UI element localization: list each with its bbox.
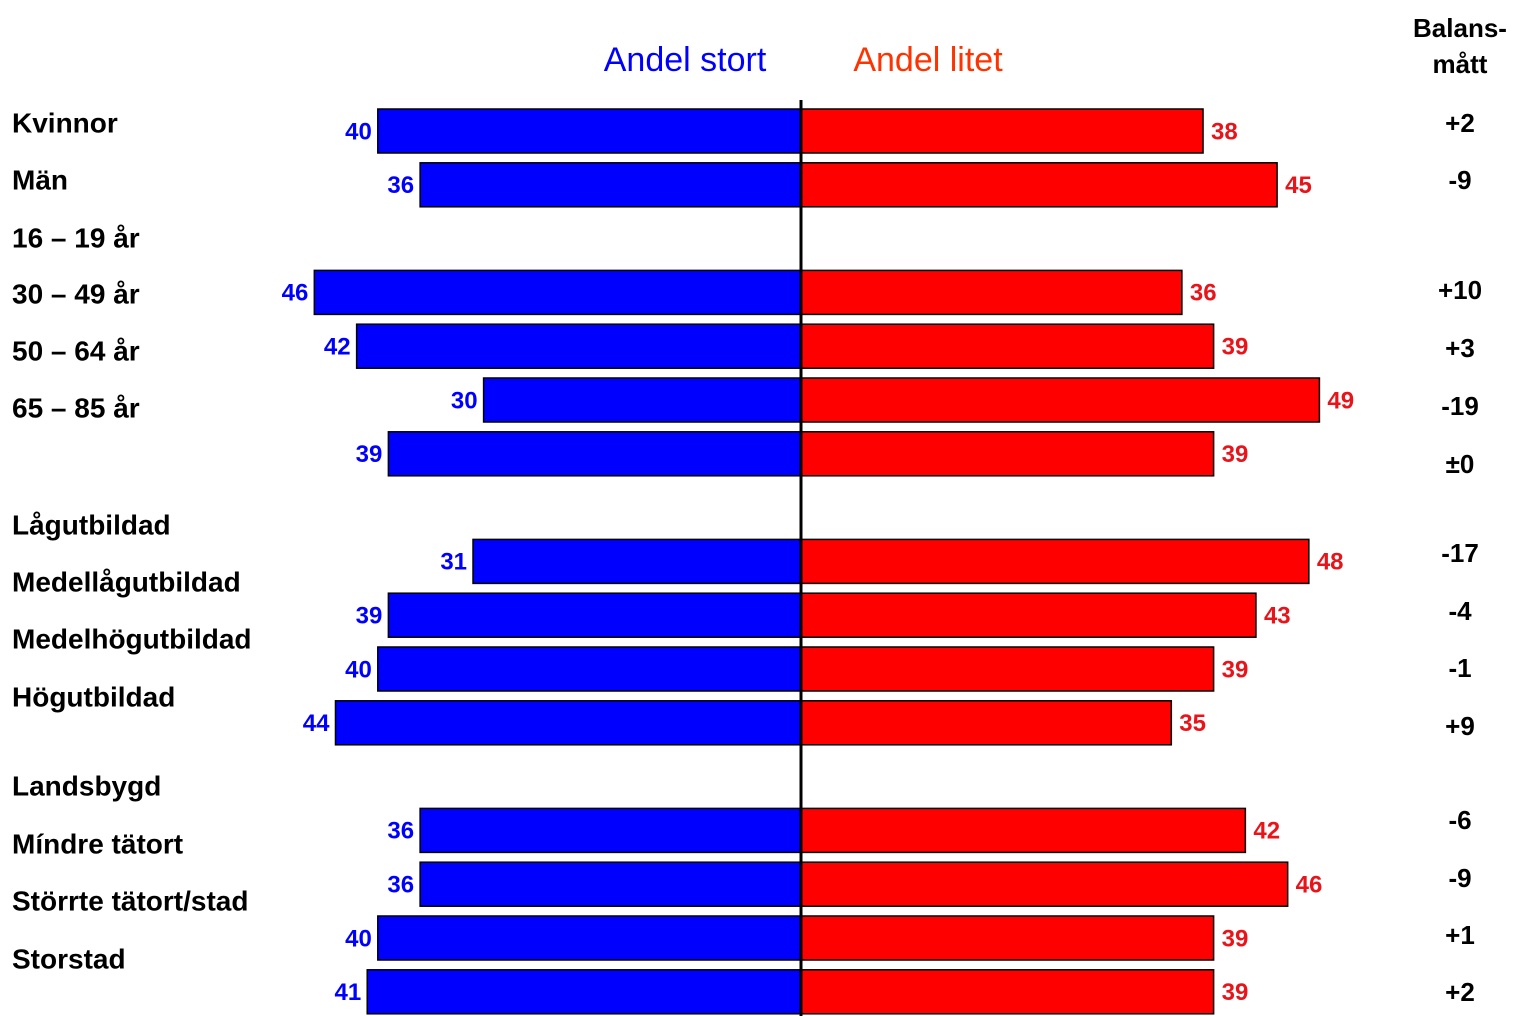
bar bbox=[800, 431, 1215, 477]
category-label: Högutbildad bbox=[12, 681, 175, 712]
bar bbox=[366, 969, 802, 1015]
bar bbox=[334, 700, 802, 746]
bar bbox=[377, 108, 802, 154]
balance-label: -6 bbox=[1448, 805, 1471, 835]
bar bbox=[800, 592, 1257, 638]
category-label: Landsbygd bbox=[12, 770, 161, 801]
value-label: 31 bbox=[440, 549, 467, 576]
bar bbox=[800, 807, 1247, 854]
value-label: 42 bbox=[324, 334, 351, 361]
bar bbox=[482, 377, 802, 423]
bar bbox=[313, 269, 802, 316]
value-label: 43 bbox=[1264, 603, 1291, 630]
value-label: 41 bbox=[335, 979, 362, 1006]
balance-label: +2 bbox=[1445, 108, 1475, 138]
bar bbox=[377, 646, 802, 692]
category-label: Medelhögutbildad bbox=[12, 623, 252, 654]
category-label: Män bbox=[12, 164, 68, 195]
bar bbox=[800, 646, 1215, 692]
category-label: Störrte tätort/stad bbox=[12, 885, 248, 916]
bar bbox=[800, 377, 1321, 423]
balance-label: +10 bbox=[1438, 275, 1482, 305]
value-label: 30 bbox=[451, 387, 478, 414]
category-label: Medellågutbildad bbox=[12, 566, 241, 597]
bar bbox=[419, 162, 802, 208]
bar bbox=[800, 108, 1204, 154]
category-label: 16 – 19 år bbox=[12, 222, 140, 253]
category-label: 50 – 64 år bbox=[12, 335, 140, 366]
bar bbox=[800, 915, 1215, 961]
value-label: 40 bbox=[345, 925, 372, 952]
balance-label: -4 bbox=[1448, 596, 1472, 626]
category-label: 65 – 85 år bbox=[12, 392, 140, 423]
balance-label: -1 bbox=[1448, 653, 1471, 683]
value-label: 39 bbox=[1222, 656, 1249, 683]
balance-label: -17 bbox=[1441, 538, 1479, 568]
value-label: 39 bbox=[356, 603, 383, 630]
value-label: 45 bbox=[1285, 172, 1312, 199]
category-label: 30 – 49 år bbox=[12, 278, 140, 309]
balance-label: -19 bbox=[1441, 391, 1479, 421]
value-label: 35 bbox=[1179, 710, 1206, 737]
value-label: 39 bbox=[1222, 979, 1249, 1006]
bar bbox=[387, 592, 802, 638]
legend-right: Andel litet bbox=[853, 41, 1003, 79]
value-label: 39 bbox=[1222, 441, 1249, 468]
bar bbox=[800, 269, 1183, 316]
category-label: Storstad bbox=[12, 943, 126, 974]
value-label: 40 bbox=[345, 118, 372, 145]
bar bbox=[419, 861, 802, 907]
balance-label: +3 bbox=[1445, 333, 1475, 363]
category-label: Lågutbildad bbox=[12, 509, 171, 540]
value-label: 48 bbox=[1317, 549, 1344, 576]
bar bbox=[800, 162, 1278, 208]
value-label: 39 bbox=[1222, 925, 1249, 952]
legend-left: Andel stort bbox=[604, 41, 767, 79]
bar bbox=[800, 700, 1173, 746]
balance-label: +1 bbox=[1445, 920, 1475, 950]
value-label: 42 bbox=[1253, 818, 1280, 845]
balance-label: +2 bbox=[1445, 977, 1475, 1007]
value-label: 38 bbox=[1211, 118, 1238, 145]
value-label: 49 bbox=[1327, 387, 1354, 414]
balance-label: ±0 bbox=[1446, 449, 1475, 479]
bar bbox=[377, 915, 802, 961]
value-label: 36 bbox=[1190, 280, 1217, 307]
bar bbox=[419, 807, 802, 854]
category-label: Kvinnor bbox=[12, 107, 118, 138]
balance-label: -9 bbox=[1448, 165, 1471, 195]
balance-label: -9 bbox=[1448, 863, 1471, 893]
balance-title: Balans-mått bbox=[1413, 13, 1507, 79]
value-label: 36 bbox=[387, 172, 414, 199]
bar bbox=[800, 969, 1215, 1015]
bar bbox=[387, 431, 802, 477]
value-label: 36 bbox=[387, 818, 414, 845]
bar bbox=[472, 538, 802, 585]
value-label: 36 bbox=[387, 872, 414, 899]
value-label: 39 bbox=[1222, 334, 1249, 361]
bar bbox=[800, 323, 1215, 369]
balance-label: +9 bbox=[1445, 711, 1475, 741]
category-label: Míndre tätort bbox=[12, 828, 183, 859]
value-label: 46 bbox=[282, 280, 309, 307]
bar bbox=[800, 861, 1289, 907]
value-label: 44 bbox=[303, 710, 330, 737]
bar bbox=[800, 538, 1310, 585]
value-label: 39 bbox=[356, 441, 383, 468]
value-label: 40 bbox=[345, 656, 372, 683]
bar bbox=[355, 323, 802, 369]
value-label: 46 bbox=[1296, 872, 1323, 899]
